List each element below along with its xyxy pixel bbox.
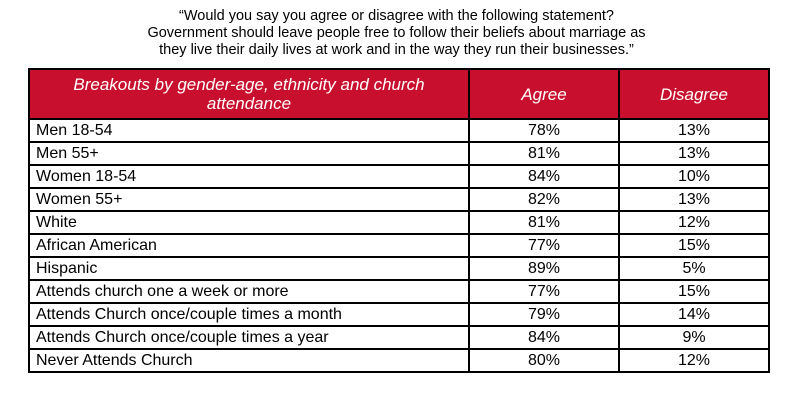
- table-row: Attends Church once/couple times a month…: [28, 302, 770, 327]
- row-label: Hispanic: [28, 256, 470, 281]
- agree-value: 84%: [468, 164, 620, 189]
- question-line-2: Government should leave people free to f…: [147, 25, 646, 41]
- row-label: Never Attends Church: [28, 348, 470, 373]
- disagree-value: 15%: [618, 233, 770, 258]
- row-label: Women 55+: [28, 187, 470, 212]
- agree-value: 82%: [468, 187, 620, 212]
- row-label: Attends Church once/couple times a year: [28, 325, 470, 350]
- agree-value: 77%: [468, 279, 620, 304]
- agree-value: 81%: [468, 210, 620, 235]
- agree-value: 81%: [468, 141, 620, 166]
- breakouts-table: Breakouts by gender-age, ethnicity and c…: [28, 68, 770, 373]
- row-label: Men 18-54: [28, 118, 470, 143]
- header-breakouts: Breakouts by gender-age, ethnicity and c…: [28, 68, 470, 120]
- table-row: Hispanic 89% 5%: [28, 256, 770, 281]
- header-agree: Agree: [468, 68, 620, 120]
- table-row: Never Attends Church 80% 12%: [28, 348, 770, 373]
- disagree-value: 12%: [618, 210, 770, 235]
- row-label: White: [28, 210, 470, 235]
- header-disagree: Disagree: [618, 68, 770, 120]
- table-row: Attends Church once/couple times a year 8…: [28, 325, 770, 350]
- row-label: Women 18-54: [28, 164, 470, 189]
- disagree-value: 13%: [618, 141, 770, 166]
- disagree-value: 9%: [618, 325, 770, 350]
- agree-value: 89%: [468, 256, 620, 281]
- disagree-value: 5%: [618, 256, 770, 281]
- disagree-value: 13%: [618, 118, 770, 143]
- agree-value: 80%: [468, 348, 620, 373]
- agree-value: 79%: [468, 302, 620, 327]
- table-row: White 81% 12%: [28, 210, 770, 235]
- table-row: Men 18-54 78% 13%: [28, 118, 770, 143]
- disagree-value: 13%: [618, 187, 770, 212]
- table-row: Women 55+ 82% 13%: [28, 187, 770, 212]
- row-label: Men 55+: [28, 141, 470, 166]
- table-row: Men 55+ 81% 13%: [28, 141, 770, 166]
- table-row: Attends church one a week or more 77% 15%: [28, 279, 770, 304]
- row-label: Attends church one a week or more: [28, 279, 470, 304]
- disagree-value: 10%: [618, 164, 770, 189]
- row-label: African American: [28, 233, 470, 258]
- table-body: Men 18-54 78% 13% Men 55+ 81% 13% Women 18-54 8…: [28, 118, 770, 373]
- table-header-row: Breakouts by gender-age, ethnicity and c…: [28, 68, 770, 120]
- agree-value: 84%: [468, 325, 620, 350]
- table-row: African American 77% 15%: [28, 233, 770, 258]
- question-line-3: they live their daily lives at work and …: [159, 42, 634, 58]
- disagree-value: 14%: [618, 302, 770, 327]
- table-row: Women 18-54 84% 10%: [28, 164, 770, 189]
- question-text: “Would you say you agree or disagree wit…: [0, 8, 793, 59]
- row-label: Attends Church once/couple times a month: [28, 302, 470, 327]
- disagree-value: 15%: [618, 279, 770, 304]
- question-line-1: “Would you say you agree or disagree wit…: [179, 8, 614, 24]
- disagree-value: 12%: [618, 348, 770, 373]
- agree-value: 78%: [468, 118, 620, 143]
- agree-value: 77%: [468, 233, 620, 258]
